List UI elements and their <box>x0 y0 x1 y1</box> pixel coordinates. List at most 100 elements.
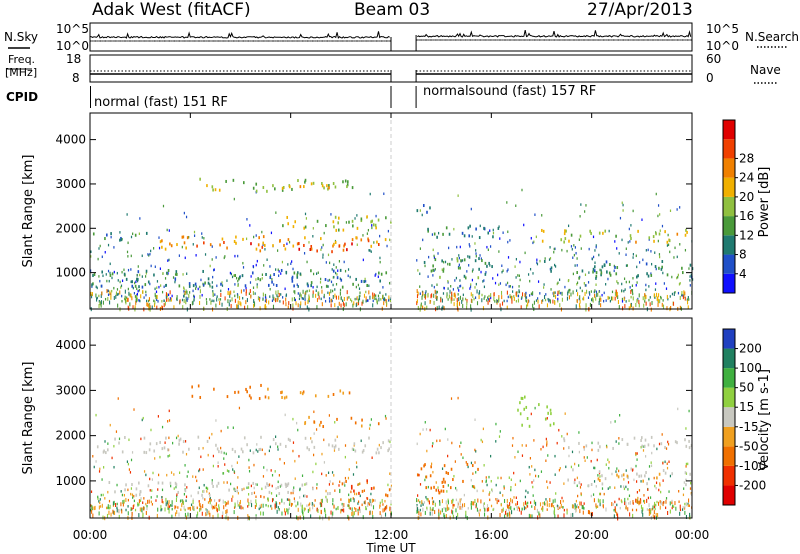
echo-point <box>684 438 686 442</box>
scatter-point <box>609 299 611 303</box>
scatter-point <box>368 427 371 430</box>
echo-point <box>375 226 377 230</box>
echo-point <box>570 233 573 237</box>
scatter-point <box>549 497 551 502</box>
scatter-point <box>650 307 652 312</box>
scatter-point <box>227 426 229 429</box>
scatter-point <box>139 499 142 502</box>
echo-point <box>579 234 582 238</box>
scatter-point <box>98 304 100 309</box>
scatter-point <box>432 248 434 252</box>
scatter-point <box>525 506 527 510</box>
scatter-point <box>632 209 634 213</box>
echo-point <box>416 209 419 213</box>
scatter-point <box>123 493 126 497</box>
echo-point <box>304 436 307 440</box>
echo-point <box>291 187 293 191</box>
scatter-point <box>531 465 533 468</box>
scatter-point <box>616 280 618 283</box>
scatter-point <box>160 505 162 510</box>
scatter-point <box>582 510 584 515</box>
echo-point <box>439 275 441 279</box>
scatter-point <box>432 470 434 474</box>
scatter-point <box>474 242 476 245</box>
echo-point <box>272 244 274 248</box>
scatter-point <box>495 483 497 487</box>
scatter-point <box>462 286 464 290</box>
scatter-point <box>475 249 477 252</box>
scatter-point <box>631 508 634 512</box>
scatter-point <box>444 427 446 431</box>
scatter-point <box>182 295 185 298</box>
scatter-point <box>130 280 132 284</box>
echo-point <box>608 271 611 275</box>
scatter-point <box>446 295 448 299</box>
scatter-point <box>375 272 377 276</box>
scatter-point <box>196 514 198 519</box>
echo-point <box>310 281 313 285</box>
scatter-point <box>627 507 629 512</box>
echo-point <box>197 491 200 495</box>
scatter-point <box>161 290 164 294</box>
scatter-point <box>313 504 315 507</box>
scatter-point <box>149 305 151 310</box>
scatter-point <box>623 277 626 280</box>
scatter-point <box>315 289 317 292</box>
scatter-point <box>126 213 128 216</box>
scatter-point <box>109 271 111 275</box>
scatter-point <box>212 290 214 293</box>
scatter-point <box>457 396 459 400</box>
echo-point <box>271 280 273 284</box>
scatter-point <box>584 210 586 213</box>
scatter-point <box>113 286 115 290</box>
scatter-point <box>192 500 194 505</box>
scatter-point <box>292 417 294 421</box>
scatter-point <box>525 444 527 447</box>
echo-point <box>442 489 445 493</box>
echo-point <box>234 450 236 454</box>
scatter-point <box>462 297 464 302</box>
scatter-point <box>570 465 573 469</box>
scatter-point <box>527 491 529 494</box>
scatter-point <box>295 301 297 306</box>
echo-point <box>247 482 250 486</box>
scatter-point <box>223 481 225 484</box>
scatter-point <box>430 294 432 299</box>
scatter-point <box>625 247 627 250</box>
echo-point <box>587 484 590 488</box>
scatter-point <box>347 514 349 519</box>
scatter-point <box>662 271 664 275</box>
echo-point <box>564 237 567 241</box>
scatter-point <box>579 215 581 218</box>
echo-point <box>188 284 191 288</box>
scatter-point <box>659 229 661 232</box>
echo-point <box>568 239 570 243</box>
scatter-point <box>164 277 167 280</box>
echo-point <box>486 264 488 268</box>
scatter-point <box>431 511 433 516</box>
scatter-point <box>384 298 386 302</box>
scatter-point <box>185 495 188 499</box>
scatter-point <box>210 300 212 305</box>
echo-point <box>109 273 112 277</box>
echo-point <box>114 437 116 441</box>
echo-point <box>161 481 164 485</box>
scatter-point <box>207 501 210 504</box>
echo-point <box>214 188 217 192</box>
scatter-point <box>206 487 209 490</box>
scatter-point <box>567 291 569 296</box>
scatter-point <box>488 294 490 298</box>
scatter-point <box>608 460 610 464</box>
scatter-point <box>487 296 489 299</box>
scatter-point <box>337 269 339 272</box>
echo-point <box>351 238 354 242</box>
scatter-point <box>176 298 178 302</box>
scatter-point <box>343 303 345 308</box>
scatter-point <box>98 294 100 298</box>
scatter-point <box>423 294 426 299</box>
scatter-point <box>325 261 327 264</box>
scatter-point <box>548 258 551 261</box>
echo-point <box>370 244 373 248</box>
scatter-point <box>509 285 512 288</box>
scatter-point <box>176 295 178 300</box>
